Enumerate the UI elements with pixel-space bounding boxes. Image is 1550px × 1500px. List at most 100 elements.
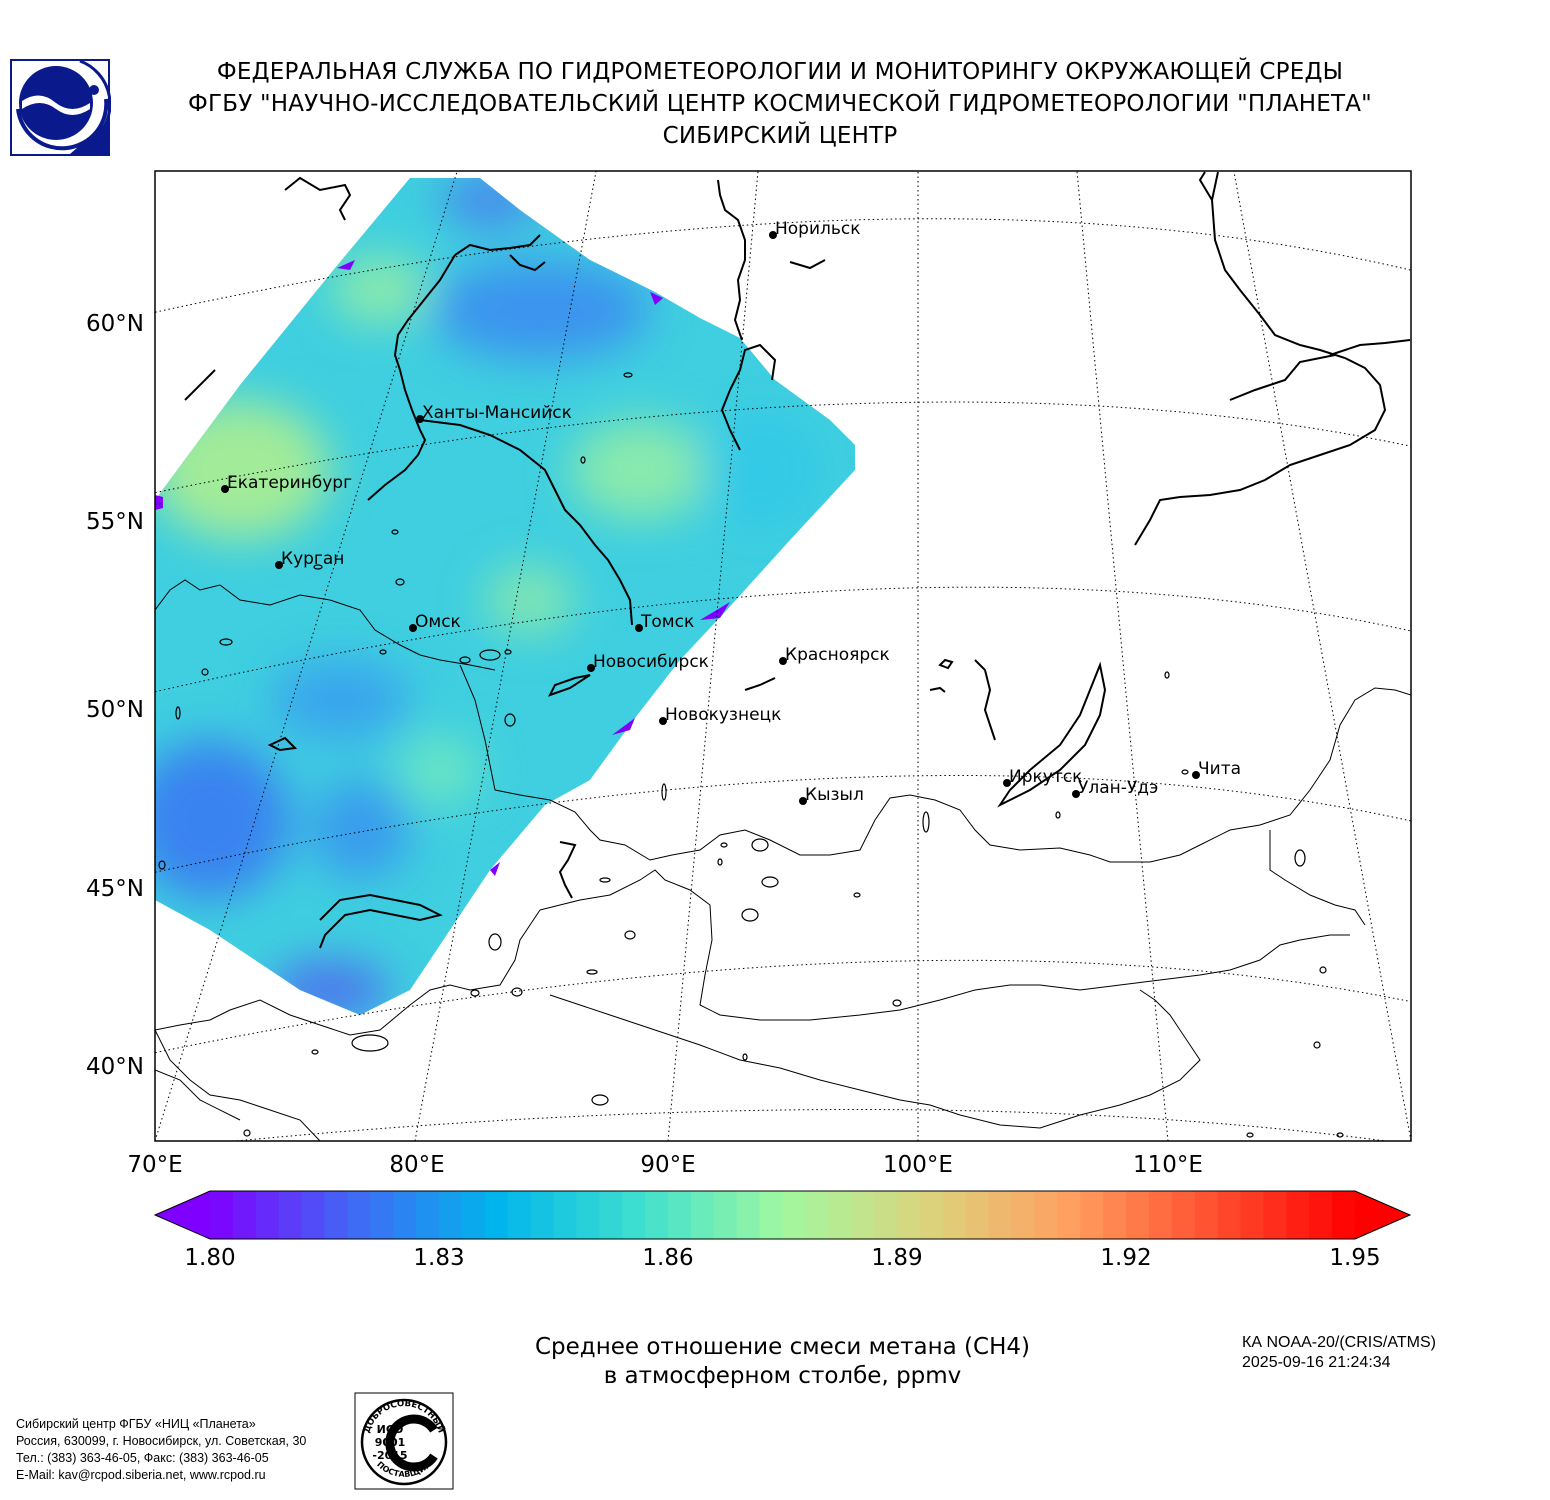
city-8-marker — [659, 717, 667, 725]
header-line-3: СИБИРСКИЙ ЦЕНТР — [662, 123, 898, 149]
colorbar-cell — [576, 1191, 600, 1239]
colorbar-cell — [1034, 1191, 1058, 1239]
lat-label-45: 45°N — [86, 876, 144, 902]
footer-line-4: E-Mail: kav@rcpod.siberia.net, www.rcpod… — [16, 1468, 266, 1482]
colorbar-cell — [645, 1191, 669, 1239]
lon-label-100: 100°E — [883, 1152, 953, 1178]
colorbar-cell — [461, 1191, 486, 1239]
colorbar-tick-label: 1.95 — [1329, 1245, 1381, 1271]
colorbar-cell — [484, 1191, 509, 1239]
city-2-label: Екатеринбург — [227, 473, 352, 493]
colorbar-cell — [1057, 1191, 1081, 1239]
colorbar-cell — [851, 1191, 875, 1239]
colorbar-cell — [736, 1191, 761, 1239]
city-0-label: Норильск — [775, 219, 861, 239]
colorbar-cell — [1286, 1191, 1310, 1239]
chart-title-line-2: в атмосферном столбе, ppmv — [603, 1363, 962, 1389]
rivers — [184, 171, 1411, 741]
colorbar-cell — [530, 1191, 555, 1239]
colorbar-cell — [439, 1191, 463, 1239]
colorbar-cell — [965, 1191, 990, 1239]
city-12-label: Чита — [1198, 759, 1241, 779]
city-10-label: Иркутск — [1009, 767, 1082, 787]
city-1-label: Ханты-Мансийск — [422, 403, 572, 423]
colorbar-tick-label: 1.86 — [642, 1245, 694, 1271]
colorbar-cell — [1263, 1191, 1287, 1239]
methane-map: Норильск Ханты-Мансийск Екатеринбург Курган… — [154, 170, 1412, 1142]
city-5-marker — [635, 624, 643, 632]
colorbar-cell — [1148, 1191, 1173, 1239]
city-11-marker — [1072, 790, 1080, 798]
footer-line-2: Россия, 630099, г. Новосибирск, ул. Сове… — [16, 1434, 307, 1448]
borders — [155, 579, 1411, 1141]
city-3-marker — [275, 561, 283, 569]
city-7-marker — [779, 657, 787, 665]
colorbar-cell — [370, 1191, 394, 1239]
colorbar-cell — [1332, 1191, 1356, 1239]
colorbar-cell — [507, 1191, 532, 1239]
city-6-marker — [587, 664, 595, 672]
colorbar-cell — [347, 1191, 371, 1239]
lakes — [267, 658, 1107, 949]
planeta-logo — [10, 59, 111, 156]
footer-line-3: Тел.: (383) 363-46-05, Факс: (383) 363-4… — [16, 1451, 269, 1465]
cities-layer: Норильск Ханты-Мансийск Екатеринбург Курган… — [221, 219, 1241, 805]
colorbar-cell — [324, 1191, 348, 1239]
colorbar-cell — [1011, 1191, 1035, 1239]
city-11-label: Улан-Удэ — [1078, 778, 1158, 798]
colorbar-cell — [1240, 1191, 1264, 1239]
city-9-label: Кызыл — [805, 785, 864, 805]
colorbar-cell — [805, 1191, 829, 1239]
colorbar-extend-min — [155, 1191, 210, 1239]
colorbar-cell — [1103, 1191, 1127, 1239]
colorbar-cell — [301, 1191, 326, 1239]
colorbar-cell — [782, 1191, 806, 1239]
graticule — [155, 171, 1411, 1141]
lon-label-110: 110°E — [1133, 1152, 1203, 1178]
lat-label-55: 55°N — [86, 509, 144, 535]
colorbar — [153, 1190, 1412, 1240]
colorbar-cell — [622, 1191, 646, 1239]
lon-label-70: 70°E — [127, 1152, 183, 1178]
colorbar-cell — [690, 1191, 715, 1239]
colorbar-cell — [416, 1191, 440, 1239]
city-4-marker — [409, 624, 417, 632]
city-4-label: Омск — [415, 612, 461, 632]
colorbar-extend-max — [1355, 1191, 1410, 1239]
lon-label-80: 80°E — [389, 1152, 445, 1178]
colorbar-cell — [553, 1191, 577, 1239]
lat-label-50: 50°N — [86, 697, 144, 723]
colorbar-tick-label: 1.89 — [871, 1245, 923, 1271]
lat-label-40: 40°N — [86, 1054, 144, 1080]
header-line-2: ФГБУ "НАУЧНО-ИССЛЕДОВАТЕЛЬСКИЙ ЦЕНТР КОС… — [188, 91, 1372, 117]
footer-line-1: Сибирский центр ФГБУ «НИЦ «Планета» — [16, 1417, 256, 1431]
colorbar-cell — [1309, 1191, 1333, 1239]
iso-line-1: ИСО — [377, 1423, 404, 1436]
colorbar-cell — [1080, 1191, 1104, 1239]
small-lakes — [158, 372, 1344, 1138]
city-7-label: Красноярск — [785, 645, 890, 665]
city-1-marker — [416, 415, 424, 423]
colorbar-cell — [278, 1191, 303, 1239]
colorbar-cell — [210, 1191, 234, 1239]
colorbar-cell — [1171, 1191, 1196, 1239]
colorbar-cell — [759, 1191, 784, 1239]
iso-badge: ДОБРОСОВЕСТНЫЙ ПОСТАВЩИК ИСО 9001 -2015 — [354, 1392, 454, 1490]
chart-title-line-1: Среднее отношение смеси метана (CH4) — [534, 1334, 1030, 1360]
colorbar-cell — [1126, 1191, 1150, 1239]
map-frame — [154, 170, 1412, 1142]
lon-label-90: 90°E — [640, 1152, 696, 1178]
city-12-marker — [1192, 771, 1200, 779]
city-8-label: Новокузнецк — [665, 705, 781, 725]
city-2-marker — [221, 485, 229, 493]
satellite-instrument: КА NOAA-20/(CRIS/ATMS) — [1242, 1334, 1436, 1351]
satellite-datetime: 2025-09-16 21:24:34 — [1242, 1354, 1391, 1371]
colorbar-cell — [897, 1191, 921, 1239]
colorbar-cell — [393, 1191, 417, 1239]
city-9-marker — [799, 797, 807, 805]
colorbar-cell — [942, 1191, 967, 1239]
colorbar-cell — [1194, 1191, 1219, 1239]
colorbar-cell — [919, 1191, 944, 1239]
colorbar-cell — [874, 1191, 898, 1239]
lat-label-60: 60°N — [86, 311, 144, 337]
